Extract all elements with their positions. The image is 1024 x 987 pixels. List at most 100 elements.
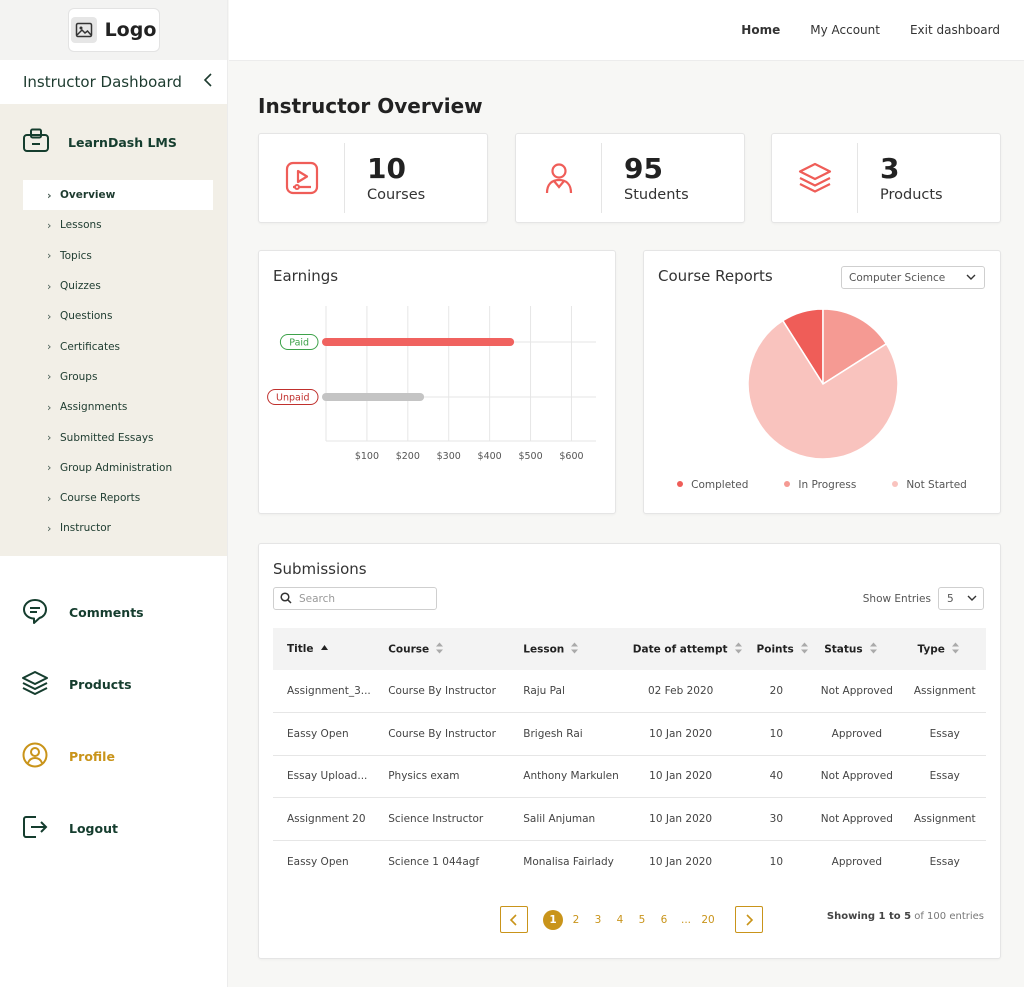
submissions-title: Submissions	[273, 560, 367, 578]
sidebar-item-label: Comments	[69, 604, 144, 620]
table-cell-title: Eassy Open	[273, 712, 375, 756]
table-cell-title: Eassy Open	[287, 855, 349, 868]
page-number-20[interactable]: 20	[701, 913, 715, 926]
column-header-title[interactable]: Title	[273, 628, 374, 670]
x-tick-label: $300	[437, 451, 461, 462]
table-row[interactable]: Essay Upload... Physics exam Anthony Marku…	[273, 755, 986, 798]
student-icon	[516, 143, 602, 213]
column-header-status[interactable]: Status	[810, 628, 903, 670]
column-header-label: Course	[388, 643, 430, 655]
search-icon	[280, 589, 292, 608]
sort-icon	[435, 642, 444, 657]
table-cell-lesson: Anthony Markulen	[509, 755, 619, 798]
table-cell-type: Essay	[903, 712, 986, 756]
page-number-5[interactable]: 5	[638, 913, 646, 926]
column-header-type[interactable]: Type	[904, 628, 986, 670]
page-number-4[interactable]: 4	[616, 913, 624, 926]
sidebar-item-label: Topics	[60, 249, 92, 262]
sidebar-item-lessons[interactable]: Lessons	[23, 210, 213, 240]
stat-label: Courses	[367, 187, 426, 203]
column-header-label: Points	[756, 643, 794, 655]
stat-card-students: 95 Students	[515, 133, 745, 223]
sidebar-item-quizzes[interactable]: Quizzes	[23, 271, 213, 301]
table-row[interactable]: Assignment 20 Science Instructor Salil Anj…	[273, 797, 986, 841]
column-header-label: Status	[824, 643, 863, 655]
sidebar-item-instructor[interactable]: Instructor	[23, 513, 213, 543]
column-header-label: Lesson	[523, 643, 565, 655]
stat-card-courses: 10 Courses	[258, 133, 488, 223]
course-select[interactable]: Computer Science	[841, 266, 985, 289]
x-tick-label: $500	[518, 451, 542, 462]
column-header-points[interactable]: Points	[743, 628, 811, 670]
table-header-row: Title Course Lesson Date of attempt Points St…	[273, 628, 986, 670]
sidebar-item-comments[interactable]: Comments	[0, 576, 227, 648]
sidebar-item-profile[interactable]: Profile	[0, 720, 227, 792]
sidebar-item-questions[interactable]: Questions	[23, 301, 213, 331]
column-header-label: Title	[287, 643, 314, 655]
layers-icon	[772, 143, 858, 213]
logo[interactable]: Logo	[67, 8, 160, 52]
sidebar-item-label: Assignments	[60, 401, 128, 414]
table-cell-points: 10	[742, 712, 811, 756]
sidebar: Logo Instructor Dashboard LearnDash LMS …	[0, 0, 228, 987]
table-row[interactable]: Eassy Open Science 1 044agf Monalisa Fairl…	[273, 840, 986, 883]
page-number-6[interactable]: 6	[660, 913, 668, 926]
sidebar-item-course-reports[interactable]: Course Reports	[23, 483, 213, 513]
sidebar-item-groups[interactable]: Groups	[23, 362, 213, 392]
table-cell-course: Science Instructor	[374, 797, 510, 841]
nav-my-account-link[interactable]: My Account	[810, 23, 880, 37]
prev-page-button[interactable]	[500, 906, 528, 933]
sidebar-item-group-administration[interactable]: Group Administration	[23, 453, 213, 483]
page-number-2[interactable]: 2	[572, 913, 580, 926]
image-icon	[70, 17, 97, 43]
page-numbers: 1 2 3 4 5 6... 20	[543, 909, 719, 930]
layers-icon	[21, 669, 49, 700]
table-cell-status: Approved	[810, 712, 904, 756]
category-label: Unpaid	[276, 393, 310, 404]
table-cell-status: Approved	[831, 855, 883, 868]
stat-value: 3	[880, 152, 900, 185]
legend-dot	[784, 481, 791, 487]
stat-card-products: 3 Products	[771, 133, 1001, 223]
page-number-1[interactable]: 1	[543, 909, 563, 930]
table-row[interactable]: Eassy Open Course By Instructor Brigesh Ra…	[273, 712, 986, 756]
sidebar-item-assignments[interactable]: Assignments	[23, 392, 213, 422]
sidebar-item-label: Products	[69, 676, 132, 692]
sidebar-item-products[interactable]: Products	[0, 648, 227, 720]
column-header-course[interactable]: Course	[374, 628, 509, 670]
sidebar-item-logout[interactable]: Logout	[0, 792, 227, 864]
sidebar-item-topics[interactable]: Topics	[23, 241, 213, 271]
sidebar-item-label: Groups	[60, 370, 98, 383]
nav-home-link[interactable]: Home	[741, 23, 781, 37]
column-header-date-of-attempt[interactable]: Date of attempt	[619, 628, 743, 670]
stat-label: Products	[880, 187, 943, 203]
next-page-button[interactable]	[735, 906, 763, 933]
pie-slice-not-started	[747, 319, 899, 460]
submissions-card: Submissions Show Entries 5 Title Course Le…	[258, 543, 1001, 959]
column-header-lesson[interactable]: Lesson	[509, 628, 619, 670]
dashboard-title-bar: Instructor Dashboard	[0, 60, 227, 104]
collapse-chevron-icon[interactable]	[203, 73, 213, 91]
search-input[interactable]	[299, 592, 419, 605]
sidebar-item-certificates[interactable]: Certificates	[23, 331, 213, 361]
sidebar-item-label: Group Administration	[60, 461, 173, 474]
legend-label: Not Started	[906, 479, 967, 491]
table-cell-date-of-attempt: 02 Feb 2020	[618, 670, 743, 713]
table-row[interactable]: Assignment_3... Course By Instructor Raju …	[273, 670, 986, 713]
showing-range: Showing 1 to 5	[826, 911, 912, 922]
table-cell-type: Essay	[903, 755, 986, 798]
table-cell-lesson: Brigesh Rai	[509, 712, 619, 756]
nav-exit-dashboard-link[interactable]: Exit dashboard	[909, 23, 1000, 37]
table-cell-status: Not Approved	[810, 670, 904, 713]
lms-board-icon	[22, 128, 50, 157]
sidebar-item-submitted-essays[interactable]: Submitted Essays	[23, 422, 213, 452]
show-entries-label: Show Entries	[862, 592, 931, 605]
page-ellipsis: ...	[680, 913, 691, 926]
sidebar-item-overview[interactable]: Overview	[23, 180, 213, 211]
entries-select[interactable]: 5	[938, 587, 984, 610]
lms-section: LearnDash LMS Overview Lessons Topics Quizz…	[0, 104, 227, 556]
page-number-3[interactable]: 3	[594, 913, 602, 926]
sidebar-item-label: Profile	[69, 748, 115, 764]
lms-header[interactable]: LearnDash LMS	[0, 124, 227, 160]
show-entries: Show Entries 5	[863, 587, 984, 610]
